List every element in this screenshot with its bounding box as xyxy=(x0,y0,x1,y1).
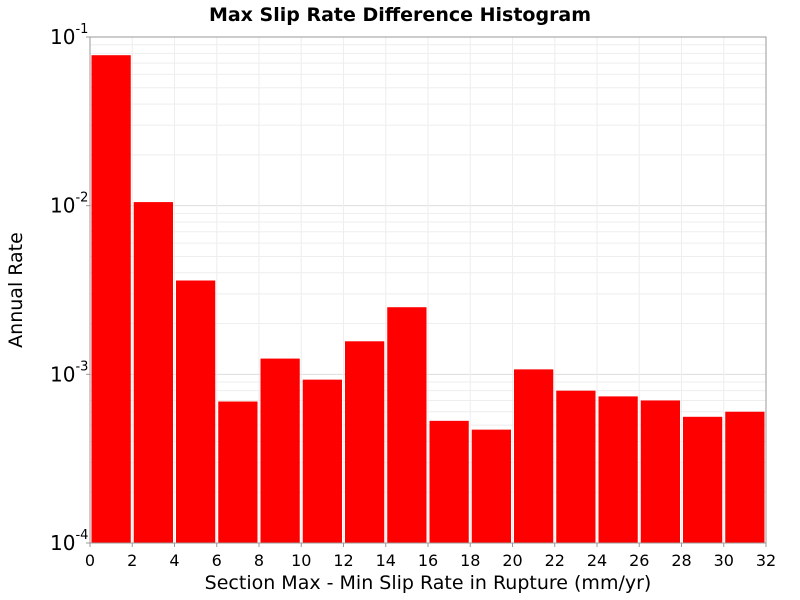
bar xyxy=(302,379,342,543)
x-axis-label: Section Max - Min Slip Rate in Rupture (… xyxy=(205,572,652,594)
bar xyxy=(218,401,258,543)
bar xyxy=(598,396,638,543)
y-tick-label: 10-3 xyxy=(50,359,88,386)
x-tick-label: 16 xyxy=(418,551,438,570)
bar xyxy=(640,400,680,543)
bar xyxy=(260,358,300,543)
x-tick-label: 4 xyxy=(169,551,179,570)
x-tick-label: 0 xyxy=(85,551,95,570)
x-tick-label: 10 xyxy=(291,551,311,570)
x-tick-label: 26 xyxy=(629,551,649,570)
chart-title: Max Slip Rate Difference Histogram xyxy=(209,4,591,26)
x-tick-label: 14 xyxy=(376,551,396,570)
x-tick-label: 28 xyxy=(671,551,691,570)
bar xyxy=(556,390,596,543)
bar xyxy=(91,55,131,543)
bar xyxy=(725,411,765,543)
bar xyxy=(683,416,723,543)
x-tick-label: 18 xyxy=(460,551,480,570)
bar xyxy=(514,369,554,543)
x-axis-ticks: 0 2 4 6 8 10 12 14 16 18 20 22 24 26 28 30 32 xyxy=(85,543,776,570)
bar xyxy=(471,429,511,543)
x-tick-label: 32 xyxy=(756,551,776,570)
bar xyxy=(133,202,173,543)
y-axis-ticks: 10-4 10-3 10-2 10-1 xyxy=(50,22,90,555)
x-tick-label: 12 xyxy=(333,551,353,570)
x-tick-label: 30 xyxy=(714,551,734,570)
bar xyxy=(176,280,216,543)
bar xyxy=(387,307,427,543)
bar xyxy=(429,420,469,543)
x-tick-label: 20 xyxy=(502,551,522,570)
y-axis-label: Annual Rate xyxy=(5,232,27,348)
x-tick-label: 8 xyxy=(254,551,264,570)
x-tick-label: 22 xyxy=(545,551,565,570)
y-tick-label: 10-1 xyxy=(50,22,88,49)
y-tick-label: 10-2 xyxy=(50,191,88,218)
y-tick-label: 10-4 xyxy=(50,528,88,555)
bar xyxy=(345,341,385,543)
x-tick-label: 2 xyxy=(127,551,137,570)
bars xyxy=(91,55,765,543)
x-tick-label: 6 xyxy=(212,551,222,570)
x-tick-label: 24 xyxy=(587,551,607,570)
